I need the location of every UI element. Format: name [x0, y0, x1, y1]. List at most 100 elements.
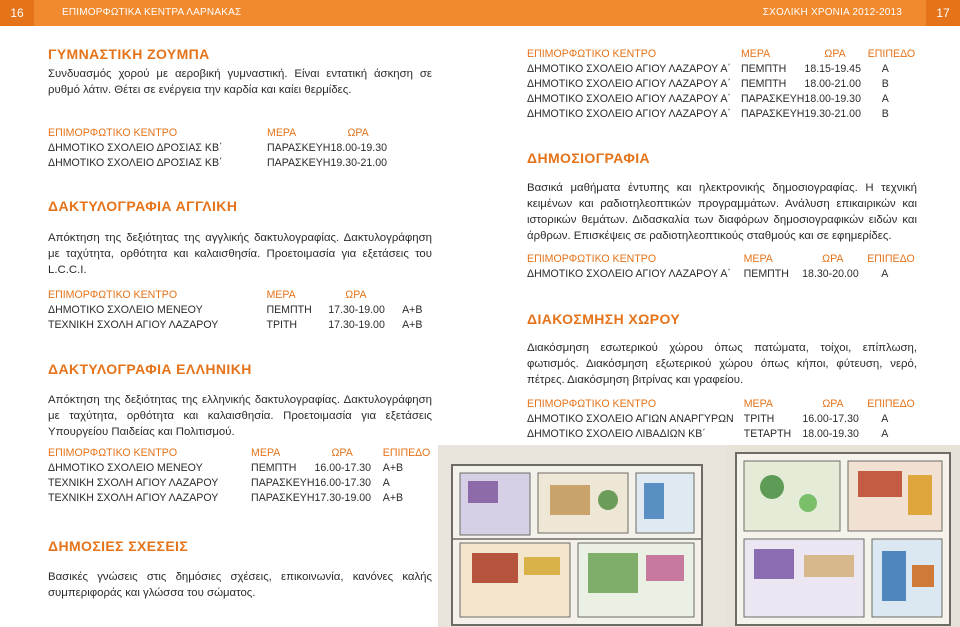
table-row: ΔΗΜΟΤΙΚΟ ΣΧΟΛΕΙΟ ΜΕΝΕΟΥ ΠΕΜΠΤΗ 16.00-17.… — [48, 462, 432, 477]
cell-center: ΔΗΜΟΤΙΚΟ ΣΧΟΛΕΙΟ ΑΓΙΟΥ ΛΑΖΑΡΟΥ Α΄ — [527, 63, 731, 75]
table-row: ΔΗΜΟΤΙΚΟ ΣΧΟΛΕΙΟ ΑΓΙΟΥ ΛΑΖΑΡΟΥ Α΄ ΠΑΡΑΣΚ… — [527, 108, 917, 123]
cell-time: 18.30-20.00 — [802, 268, 859, 280]
table-row: ΔΗΜΟΤΙΚΟ ΣΧΟΛΕΙΟ ΑΓΙΩΝ ΑΝΑΡΓΥΡΩΝ ΤΡΙΤΗ 1… — [527, 413, 917, 428]
section-title-dimosies-sxeseis: ΔΗΜΟΣΙΕΣ ΣΧΕΣΕΙΣ — [48, 538, 189, 554]
cell-day: ΠΑΡΑΣΚΕΥΗ — [740, 108, 805, 120]
col-header-center: ΕΠΙΜΟΡΦΩΤΙΚΟ ΚΕΝΤΡΟ — [48, 127, 178, 139]
section-text-gymnastiki: Συνδυασμός χορού με αεροβική γυμναστική.… — [48, 68, 432, 96]
col-header-center: ΕΠΙΜΟΡΦΩΤΙΚΟ ΚΕΝΤΡΟ — [527, 398, 657, 410]
header-bar: 16 ΕΠΙΜΟΡΦΩΤΙΚΑ ΚΕΝΤΡΑ ΛΑΡΝΑΚΑΣ ΣΧΟΛΙΚΗ … — [0, 0, 960, 26]
cell-level: Β — [881, 108, 889, 120]
cell-day: ΠΕΜΠΤΗ — [251, 462, 297, 474]
section-text-diakosmisi-xorou: Διακόσμηση εσωτερικού χώρου όπως πατώματ… — [527, 342, 917, 386]
col-header-day: ΜΕΡΑ — [740, 48, 771, 60]
table-row: ΔΗΜΟΤΙΚΟ ΣΧΟΛΕΙΟ ΔΡΟΣΙΑΣ ΚΒ΄ ΠΑΡΑΣΚΕΥΗ 1… — [48, 157, 400, 172]
schedule-table-daktylografia-agglikh: ΕΠΙΜΟΡΦΩΤΙΚΟ ΚΕΝΤΡΟ ΜΕΡΑ ΩΡΑ ΔΗΜΟΤΙΚΟ ΣΧ… — [48, 289, 432, 334]
cell-level: Α — [881, 428, 889, 440]
cell-center: ΤΕΧΝΙΚΗ ΣΧΟΛΗ ΑΓΙΟΥ ΛΑΖΑΡΟΥ — [48, 477, 219, 489]
cell-time: 16.00-17.30 — [802, 413, 859, 425]
floor-plan-drawing-right — [726, 445, 960, 627]
floor-plan-drawing-left — [438, 445, 726, 627]
table-row: ΔΗΜΟΤΙΚΟ ΣΧΟΛΕΙΟ ΑΓΙΟΥ ΛΑΖΑΡΟΥ Α΄ ΠΕΜΠΤΗ… — [527, 63, 917, 78]
section-text-dimosiografia: Βασικά μαθήματα έντυπης και ηλεκτρονικής… — [527, 182, 917, 242]
page-number-left: 16 — [0, 0, 34, 26]
header-school-year: ΣΧΟΛΙΚΗ ΧΡΟΝΙΑ 2012-2013 — [762, 7, 902, 18]
cell-level: Α — [881, 268, 889, 280]
section-text-daktylografia-ellhnikh: Απόκτηση της δεξιότητας της ελληνικής δα… — [48, 394, 432, 438]
col-header-time: ΩΡΑ — [822, 253, 844, 265]
cell-level: Α+Β — [402, 304, 423, 316]
col-header-level — [402, 289, 432, 304]
cell-center: ΤΕΧΝΙΚΗ ΣΧΟΛΗ ΑΓΙΟΥ ΛΑΖΑΡΟΥ — [48, 492, 219, 504]
col-header-time: ΩΡΑ — [824, 48, 846, 60]
cell-day: ΠΑΡΑΣΚΕΥΗ — [267, 142, 331, 154]
section-title-diakosmisi-xorou: ΔΙΑΚΟΣΜΗΣΗ ΧΩΡΟΥ — [527, 311, 681, 327]
cell-center: ΔΗΜΟΤΙΚΟ ΣΧΟΛΕΙΟ ΑΓΙΟΥ ΛΑΖΑΡΟΥ Α΄ — [527, 93, 731, 105]
table-row: ΤΕΧΝΙΚΗ ΣΧΟΛΗ ΑΓΙΟΥ ΛΑΖΑΡΟΥ ΠΑΡΑΣΚΕΥΗ 16… — [48, 477, 432, 492]
table-row: ΔΗΜΟΤΙΚΟ ΣΧΟΛΕΙΟ ΑΓΙΟΥ ΛΑΖΑΡΟΥ Α΄ ΠΑΡΑΣΚ… — [527, 93, 917, 108]
schedule-table-continued: ΕΠΙΜΟΡΦΩΤΙΚΟ ΚΕΝΤΡΟ ΜΕΡΑ ΩΡΑ ΕΠΙΠΕΔΟ ΔΗΜ… — [527, 48, 917, 123]
col-header-center: ΕΠΙΜΟΡΦΩΤΙΚΟ ΚΕΝΤΡΟ — [48, 447, 178, 459]
col-header-level: ΕΠΙΠΕΔΟ — [867, 253, 915, 265]
table-header-row: ΕΠΙΜΟΡΦΩΤΙΚΟ ΚΕΝΤΡΟ ΜΕΡΑ ΩΡΑ ΕΠΙΠΕΔΟ — [48, 447, 432, 462]
col-header-time: ΩΡΑ — [345, 289, 367, 301]
section-title-daktylografia-ellhnikh: ΔΑΚΤΥΛΟΓΡΑΦΙΑ ΕΛΛΗΝΙΚΗ — [48, 361, 252, 377]
section-title-daktylografia-agglikh: ΔΑΚΤΥΛΟΓΡΑΦΙΑ ΑΓΓΛΙΚΗ — [48, 198, 238, 214]
table-row: ΔΗΜΟΤΙΚΟ ΣΧΟΛΕΙΟ ΜΕΝΕΟΥ ΠΕΜΠΤΗ 17.30-19.… — [48, 304, 432, 319]
col-header-day: ΜΕΡΑ — [266, 289, 296, 301]
cell-time: 18.15-19.45 — [804, 63, 861, 75]
table-row: ΔΗΜΟΤΙΚΟ ΣΧΟΛΕΙΟ ΔΡΟΣΙΑΣ ΚΒ΄ ΠΑΡΑΣΚΕΥΗ 1… — [48, 142, 400, 157]
table-header-row: ΕΠΙΜΟΡΦΩΤΙΚΟ ΚΕΝΤΡΟ ΜΕΡΑ ΩΡΑ ΕΠΙΠΕΔΟ — [527, 48, 917, 63]
schedule-table-dimosiografia: ΕΠΙΜΟΡΦΩΤΙΚΟ ΚΕΝΤΡΟ ΜΕΡΑ ΩΡΑ ΕΠΙΠΕΔΟ ΔΗΜ… — [527, 253, 917, 283]
schedule-table-daktylografia-ellhnikh: ΕΠΙΜΟΡΦΩΤΙΚΟ ΚΕΝΤΡΟ ΜΕΡΑ ΩΡΑ ΕΠΙΠΕΔΟ ΔΗΜ… — [48, 447, 432, 507]
cell-time: 17.30-19.00 — [328, 304, 385, 316]
cell-level: Α — [881, 93, 889, 105]
cell-time: 16.00-17.30 — [314, 462, 372, 474]
cell-day: ΤΡΙΤΗ — [743, 413, 775, 425]
col-header-center: ΕΠΙΜΟΡΦΩΤΙΚΟ ΚΕΝΤΡΟ — [48, 289, 178, 301]
col-header-center: ΕΠΙΜΟΡΦΩΤΙΚΟ ΚΕΝΤΡΟ — [527, 48, 657, 60]
page-number-right: 17 — [926, 0, 960, 26]
cell-time: 19.30-21.00 — [804, 108, 861, 120]
cell-time: 19.30-21.00 — [330, 157, 388, 169]
cell-time: 17.30-19.00 — [328, 319, 385, 331]
cell-center: ΔΗΜΟΤΙΚΟ ΣΧΟΛΕΙΟ ΑΓΙΩΝ ΑΝΑΡΓΥΡΩΝ — [527, 413, 734, 425]
cell-day: ΠΕΜΠΤΗ — [740, 63, 787, 75]
col-header-level: ΕΠΙΠΕΔΟ — [867, 398, 915, 410]
section-text-dimosies-sxeseis: Βασικές γνώσεις στις δημόσιες σχέσεις, ε… — [48, 571, 432, 599]
table-row: ΔΗΜΟΤΙΚΟ ΣΧΟΛΕΙΟ ΑΓΙΟΥ ΛΑΖΑΡΟΥ Α΄ ΠΕΜΠΤΗ… — [527, 78, 917, 93]
col-header-day: ΜΕΡΑ — [743, 253, 773, 265]
cell-day: ΠΑΡΑΣΚΕΥΗ — [267, 157, 331, 169]
cell-level: Α — [382, 477, 390, 489]
cell-day: ΠΑΡΑΣΚΕΥΗ — [251, 492, 315, 504]
cell-level: Α — [881, 63, 889, 75]
header-title: ΕΠΙΜΟΡΦΩΤΙΚΑ ΚΕΝΤΡΑ ΛΑΡΝΑΚΑΣ — [62, 7, 242, 18]
col-header-level: ΕΠΙΠΕΔΟ — [867, 48, 916, 60]
cell-level: Β — [881, 78, 889, 90]
table-header-row: ΕΠΙΜΟΡΦΩΤΙΚΟ ΚΕΝΤΡΟ ΜΕΡΑ ΩΡΑ ΕΠΙΠΕΔΟ — [527, 398, 917, 413]
section-title-dimosiografia: ΔΗΜΟΣΙΟΓΡΑΦΙΑ — [527, 150, 651, 166]
cell-level: Α+Β — [402, 319, 423, 331]
col-header-time: ΩΡΑ — [347, 127, 369, 139]
col-header-day: ΜΕΡΑ — [743, 398, 773, 410]
table-header-row: ΕΠΙΜΟΡΦΩΤΙΚΟ ΚΕΝΤΡΟ ΜΕΡΑ ΩΡΑ — [48, 127, 400, 142]
cell-center: ΔΗΜΟΤΙΚΟ ΣΧΟΛΕΙΟ ΔΡΟΣΙΑΣ ΚΒ΄ — [48, 142, 223, 154]
cell-center: ΔΗΜΟΤΙΚΟ ΣΧΟΛΕΙΟ ΑΓΙΟΥ ΛΑΖΑΡΟΥ Α΄ — [527, 78, 731, 90]
cell-day: ΠΕΜΠΤΗ — [266, 304, 312, 316]
cell-center: ΔΗΜΟΤΙΚΟ ΣΧΟΛΕΙΟ ΜΕΝΕΟΥ — [48, 462, 203, 474]
col-header-day: ΜΕΡΑ — [251, 447, 281, 459]
cell-time: 18.00-21.00 — [804, 78, 861, 90]
table-header-row: ΕΠΙΜΟΡΦΩΤΙΚΟ ΚΕΝΤΡΟ ΜΕΡΑ ΩΡΑ — [48, 289, 432, 304]
cell-day: ΠΑΡΑΣΚΕΥΗ — [251, 477, 315, 489]
cell-level: Α+Β — [382, 462, 404, 474]
col-header-day: ΜΕΡΑ — [267, 127, 297, 139]
cell-center: ΔΗΜΟΤΙΚΟ ΣΧΟΛΕΙΟ ΑΓΙΟΥ ΛΑΖΑΡΟΥ Α΄ — [527, 108, 731, 120]
cell-time: 17.30-19.00 — [314, 492, 372, 504]
cell-day: ΤΡΙΤΗ — [266, 319, 298, 331]
table-row: ΔΗΜΟΤΙΚΟ ΣΧΟΛΕΙΟ ΑΓΙΟΥ ΛΑΖΑΡΟΥ Α΄ ΠΕΜΠΤΗ… — [527, 268, 917, 283]
cell-center: ΔΗΜΟΤΙΚΟ ΣΧΟΛΕΙΟ ΛΙΒΑΔΙΩΝ ΚΒ΄ — [527, 428, 706, 440]
cell-day: ΠΕΜΠΤΗ — [740, 78, 787, 90]
cell-time: 18.00-19.30 — [802, 428, 859, 440]
cell-time: 18.00-19.30 — [804, 93, 861, 105]
cell-level: Α — [881, 413, 889, 425]
